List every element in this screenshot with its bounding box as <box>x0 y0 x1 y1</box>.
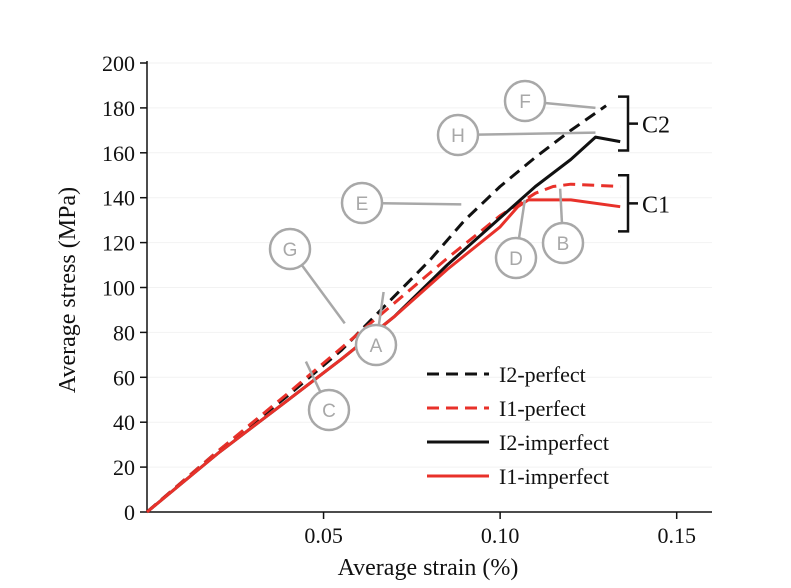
annotation-leader-f <box>544 101 596 110</box>
y-axis-title: Average stress (MPa) <box>55 187 81 393</box>
annotation-label-e: E <box>356 194 369 215</box>
group-bracket-layer: C2 C1 <box>618 95 670 233</box>
annotation-leader-e <box>381 202 462 206</box>
annotation-label-a: A <box>370 336 383 357</box>
annotation-label-d: D <box>509 249 523 270</box>
legend-label-i1-imperfect: I1-imperfect <box>499 464 609 489</box>
annotation-circle-a <box>354 323 398 367</box>
group-bracket-c1 <box>618 174 638 233</box>
y-tick-label-2: 40 <box>113 410 135 435</box>
annotation-layer: F H E B D G A C <box>268 79 596 432</box>
series-line-i1-perfect <box>146 182 621 514</box>
y-tick-label-3: 60 <box>113 365 135 390</box>
annotation-label-h: H <box>451 126 465 147</box>
y-tick-label-10: 200 <box>102 51 135 76</box>
legend-label-i2-imperfect: I2-imperfect <box>499 430 609 455</box>
group-bracket-c2 <box>618 95 638 152</box>
series-line-i1-imperfect <box>146 198 621 514</box>
annotation-leader-c <box>304 361 322 393</box>
y-tick-label-6: 120 <box>102 231 135 256</box>
y-tick-label-0: 0 <box>124 500 135 525</box>
x-axis-title: Average strain (%) <box>338 555 519 581</box>
group-label-c2: C2 <box>642 113 670 139</box>
legend-label-i1-perfect: I1-perfect <box>499 396 586 421</box>
annotation-circle-b <box>541 221 585 265</box>
y-tick-label-1: 20 <box>113 455 135 480</box>
y-tick-label-9: 180 <box>102 96 135 121</box>
annotation-leader-a <box>377 291 385 326</box>
annotation-circle-h <box>436 113 480 157</box>
annotation-label-b: B <box>557 234 570 255</box>
y-tick-label-8: 160 <box>102 141 135 166</box>
y-tick-label-4: 80 <box>113 320 135 345</box>
x-tick-label-1: 0.10 <box>481 523 520 548</box>
axes-layer: 0 20 40 60 80 100 120 140 160 180 200 0.05 0.10 0.15 <box>102 51 712 548</box>
legend-label-i2-perfect: I2-perfect <box>499 362 586 387</box>
x-tick-label-0: 0.05 <box>304 523 343 548</box>
group-label-c1: C1 <box>642 192 670 218</box>
annotation-circle-g <box>268 227 312 271</box>
annotation-label-c: C <box>322 401 336 422</box>
x-tick-label-2: 0.15 <box>657 523 696 548</box>
series-layer <box>146 104 621 514</box>
legend: I2-perfect I1-perfect I2-imperfect I1-imper… <box>427 362 609 489</box>
y-tick-label-5: 100 <box>102 276 135 301</box>
annotation-leader-h <box>477 131 596 136</box>
annotation-leader-d <box>517 199 527 239</box>
annotation-leader-b <box>558 188 564 224</box>
grid-layer <box>147 62 712 468</box>
annotation-circle-c <box>307 388 351 432</box>
y-tick-label-7: 140 <box>102 186 135 211</box>
annotation-circle-e <box>340 181 384 225</box>
annotation-leader-g <box>300 264 346 325</box>
annotation-circle-d <box>494 236 538 280</box>
annotation-circle-f <box>503 79 547 123</box>
annotation-label-g: G <box>283 240 298 261</box>
annotation-label-f: F <box>519 92 531 113</box>
